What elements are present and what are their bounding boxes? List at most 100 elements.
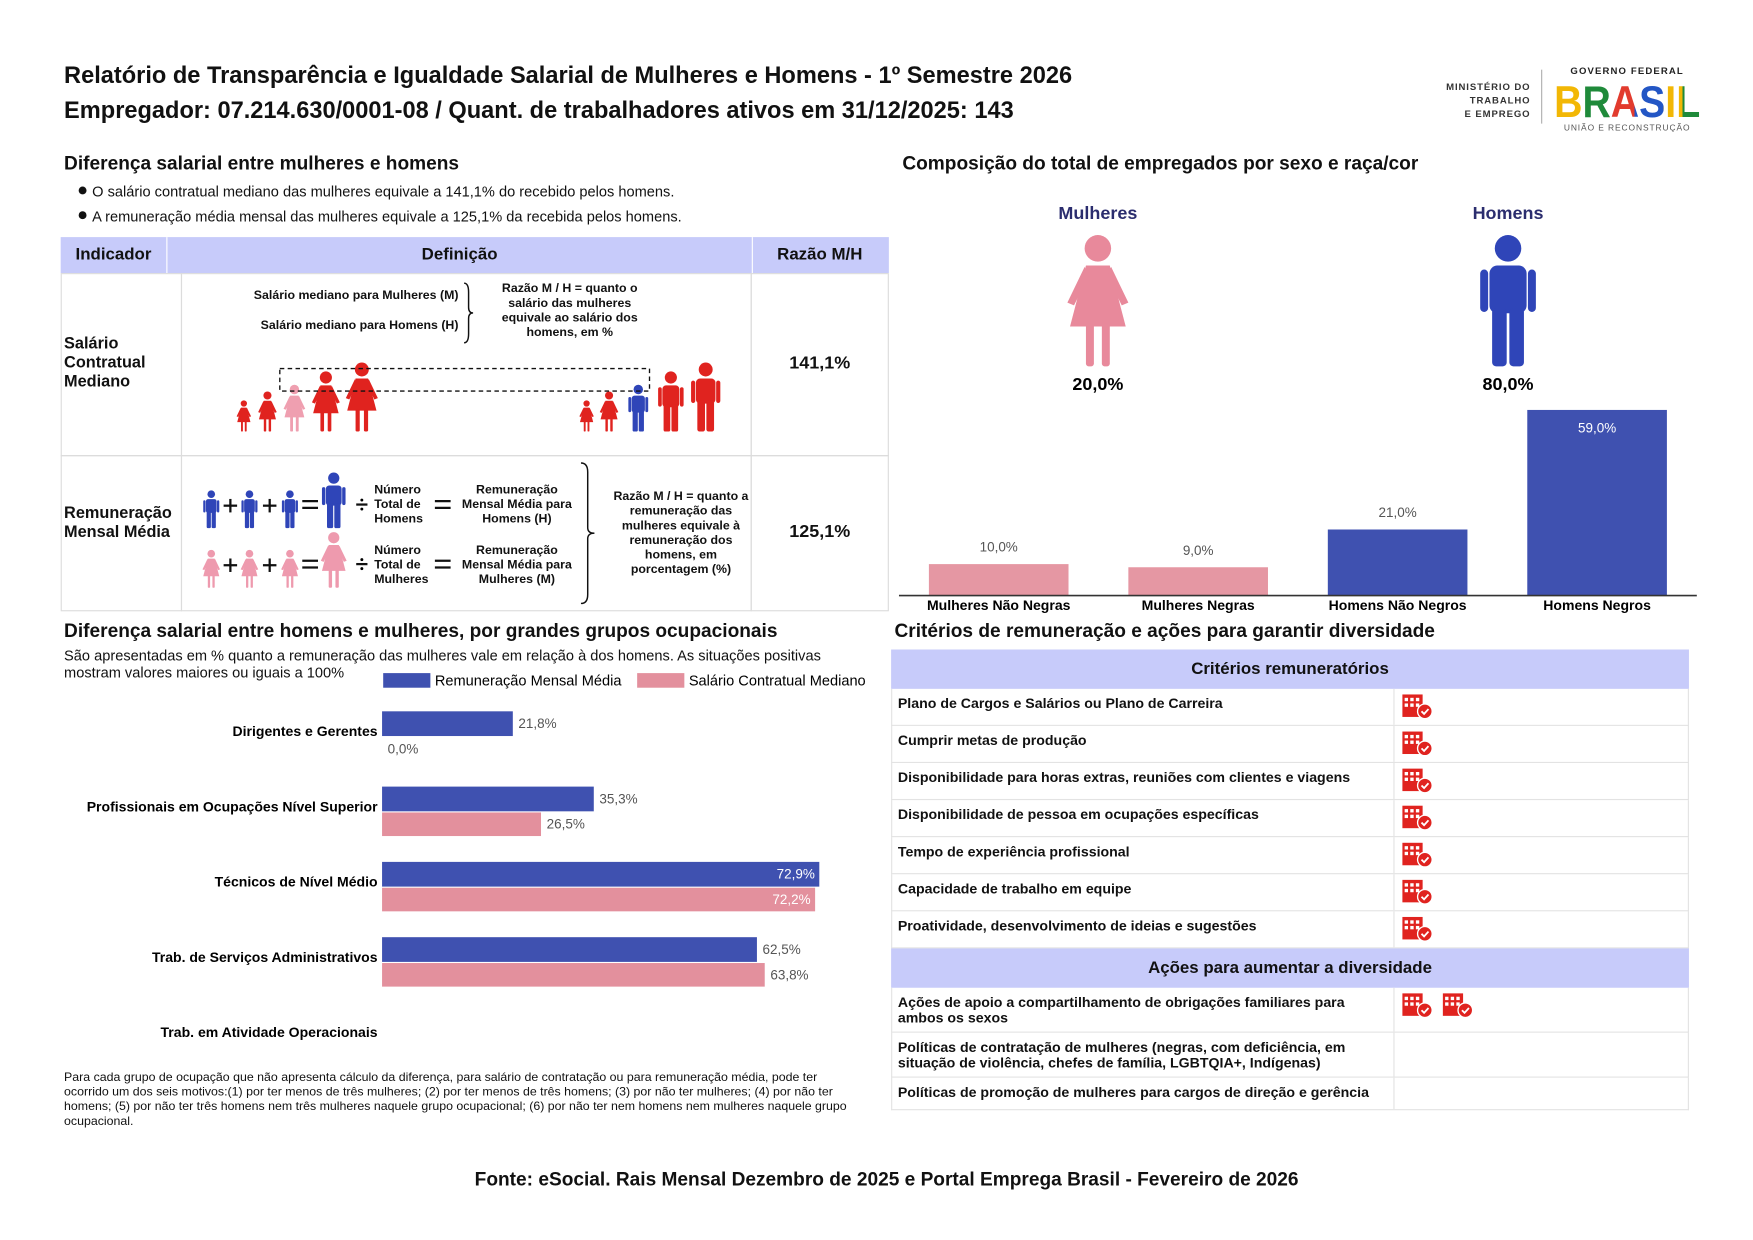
male-icon: [241, 490, 258, 529]
icon-arm: [241, 500, 244, 513]
icon-window: [1404, 851, 1409, 856]
female-icon: [202, 549, 221, 588]
value-label: 63,8%: [770, 967, 808, 982]
criteria-label: Capacidade de trabalho em equipe: [892, 874, 1395, 911]
icon-leg: [295, 416, 299, 432]
icon-arms: [240, 559, 259, 571]
value-label: 59,0%: [1578, 420, 1616, 435]
value-label: 72,9%: [777, 867, 815, 882]
x-tick-label: Homens Não Negros: [1329, 597, 1467, 613]
y-tick-label: Técnicos de Nível Médio: [215, 874, 378, 890]
criteria-row: Disponibilidade de pessoa em ocupações e…: [891, 800, 1689, 838]
criteria-row: Tempo de experiência profissional: [891, 837, 1689, 875]
icon-torso: [284, 499, 296, 513]
icon-head: [263, 391, 272, 400]
company-icon: [1442, 993, 1474, 1019]
criteria-label: Proatividade, desenvolvimento de ideias …: [892, 911, 1395, 948]
icon-torso: [695, 378, 716, 404]
icon-check: [1420, 745, 1430, 753]
criteria-icons: [1395, 1078, 1688, 1109]
bar: [382, 963, 765, 987]
icon-leg: [1101, 323, 1110, 367]
criteria-icons: [1395, 800, 1688, 836]
icon-leg: [244, 421, 247, 432]
icon-arms: [236, 407, 252, 418]
icon-leg: [605, 418, 608, 432]
icon-window: [1404, 883, 1409, 887]
icon-head: [240, 400, 247, 407]
icon-head: [1494, 235, 1522, 262]
male-icon: [628, 384, 649, 432]
icon-leg: [327, 503, 334, 529]
icon-window: [1404, 1002, 1409, 1006]
definition-note: Razão M / H = quanto a remuneração das m…: [613, 489, 749, 577]
icon-arm: [679, 387, 684, 407]
definition-text: Salário mediano para Homens (H): [260, 319, 459, 333]
icon-window: [1410, 846, 1414, 850]
icon-window: [1415, 851, 1420, 856]
icon-leg: [290, 511, 295, 529]
icon-head: [605, 391, 614, 400]
brace: [580, 462, 595, 605]
table-cell: [750, 455, 889, 612]
definition-text: Número Total de Mulheres: [374, 543, 429, 587]
icon-window: [1410, 814, 1414, 819]
company-icon: [1402, 916, 1433, 942]
value-label: 21,8%: [518, 716, 556, 731]
legend-swatch: [383, 673, 431, 688]
icon-window: [1450, 1002, 1455, 1006]
icon-window: [1410, 771, 1414, 776]
criteria-label: Políticas de contratação de mulheres (ne…: [892, 1032, 1395, 1077]
bar: [382, 786, 594, 812]
table-header: Definição: [166, 237, 753, 274]
icon-head: [698, 362, 713, 377]
icon-window: [1456, 1002, 1460, 1006]
icon-arm: [342, 487, 346, 506]
icon-leg: [211, 511, 216, 529]
icon-window: [1410, 734, 1414, 739]
icon-arms: [202, 559, 221, 571]
icon-window: [1410, 703, 1414, 707]
chart-subtitle: São apresentadas em % quanto a remuneraç…: [64, 647, 821, 681]
icon-window: [1410, 809, 1414, 813]
table-header: Indicador: [75, 244, 152, 265]
icon-leg: [286, 575, 289, 588]
icon-window: [1410, 883, 1414, 887]
male-icon: [1480, 235, 1536, 367]
table-header: Razão M/H: [777, 244, 863, 265]
bar: [382, 887, 816, 912]
icon-check-bg: [1416, 703, 1433, 720]
criteria-row: Políticas de promoção de mulheres para c…: [891, 1077, 1689, 1111]
icon-arms: [1067, 266, 1129, 306]
company-icon: [1402, 768, 1433, 794]
icon-window: [1415, 809, 1420, 813]
icon-leg: [671, 404, 679, 432]
group-name: Homens: [1473, 203, 1544, 223]
legend-label: Salário Contratual Mediano: [689, 673, 866, 689]
icon-arm: [281, 500, 285, 513]
male-icon: [203, 490, 220, 529]
footnote: Para cada grupo de ocupação que não apre…: [64, 1070, 847, 1129]
company-icon: [1402, 842, 1433, 868]
definition-text: Salário mediano para Mulheres (M): [253, 288, 459, 303]
divide-dot: [360, 567, 364, 571]
icon-torso: [662, 385, 680, 408]
icon-window: [1410, 996, 1414, 1001]
value-label: 21,0%: [1379, 505, 1417, 520]
chart-title: Diferença salarial entre homens e mulher…: [64, 620, 778, 642]
icon-arm: [716, 380, 721, 403]
female-icon: [281, 549, 299, 588]
legend-swatch: [637, 673, 685, 688]
icon-window: [1410, 851, 1414, 856]
value-label: 72,2%: [772, 892, 810, 907]
icon-arm: [628, 397, 632, 413]
icon-head: [328, 472, 340, 484]
criteria-icons: [1395, 874, 1688, 910]
criteria-icons: [1395, 988, 1688, 1032]
criteria-label: Disponibilidade de pessoa em ocupações e…: [892, 800, 1395, 837]
icon-torso: [205, 499, 217, 513]
icon-arms: [281, 559, 299, 571]
icon-check: [1420, 708, 1430, 716]
icon-window: [1404, 771, 1409, 776]
icon-window: [1445, 996, 1449, 1001]
